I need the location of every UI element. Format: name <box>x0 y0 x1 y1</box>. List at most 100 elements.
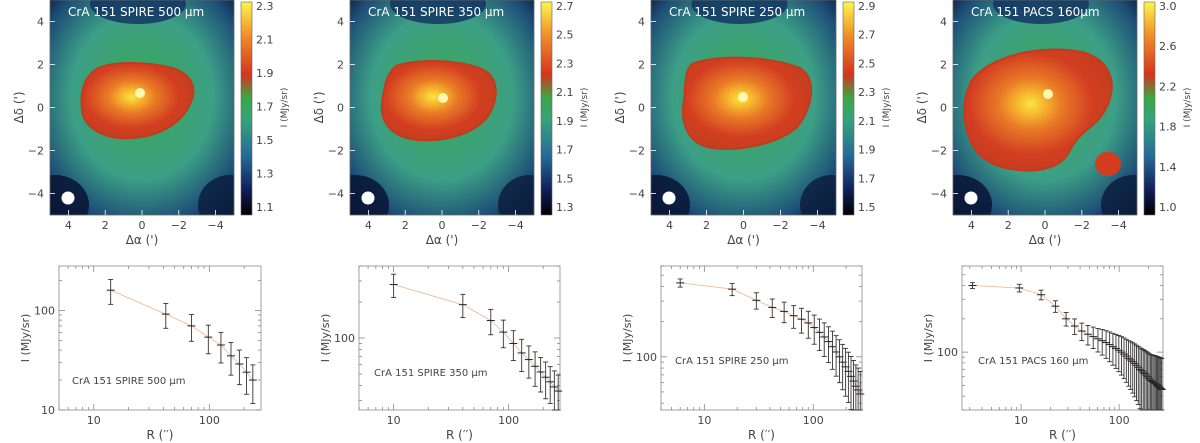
colorbar <box>240 1 253 216</box>
data-point <box>1124 340 1133 387</box>
y-tick-label: −2 <box>28 145 44 158</box>
map-dark-region <box>390 0 486 24</box>
map-dark-region <box>90 0 186 24</box>
y-tick-label: −2 <box>328 145 344 158</box>
data-point <box>242 357 251 395</box>
y-tick-label: 0 <box>337 102 344 115</box>
data-point <box>524 345 533 379</box>
data-point <box>1093 327 1102 353</box>
secondary-emission-knot <box>1095 152 1121 176</box>
data-point <box>226 342 235 376</box>
y-tick-label: 0 <box>37 102 44 115</box>
map-title: CrA 151 SPIRE 350 μm <box>368 5 504 19</box>
data-point <box>531 351 540 387</box>
colorbar-tick-label: 2.2 <box>1159 80 1177 93</box>
y-tick-label: 2 <box>37 59 44 72</box>
colorbar-tick-label: 1.5 <box>556 172 574 185</box>
y-axis-label: I (MJy/sr) <box>19 314 32 363</box>
radial-profile-2: 10 100 100 R (′′) I (MJy/sr) CrA 151 SPIRE 35… <box>319 265 563 442</box>
colorbar-tick-label: 1.9 <box>556 115 574 128</box>
colorbar-tick-label: 2.7 <box>858 29 876 42</box>
x-tick-label: 10 <box>87 414 101 427</box>
y-axis-label: Δδ (') <box>12 91 26 123</box>
y-tick-label: −2 <box>629 145 645 158</box>
colorbar <box>540 1 553 216</box>
plot-title: CrA 151 PACS 160 μm <box>978 356 1088 367</box>
colorbar-tick-label: 1.5 <box>256 134 274 147</box>
data-point <box>536 357 545 393</box>
y-tick-label: −4 <box>28 188 44 201</box>
y-tick-label: 4 <box>940 16 947 29</box>
beam-size-marker <box>964 191 978 205</box>
x-tick-label: 2 <box>703 219 710 232</box>
y-tick-label: 2 <box>337 59 344 72</box>
data-point <box>509 330 518 361</box>
colorbar-label: I (MJy/sr) <box>1183 88 1193 128</box>
x-tick-label: 10 <box>697 414 711 427</box>
y-tick-label: 2 <box>940 59 947 72</box>
colorbar-tick-label: 2.1 <box>556 86 574 99</box>
colorbar-label: I (MJy/sr) <box>882 88 892 128</box>
y-tick-label: −4 <box>328 188 344 201</box>
data-point <box>216 331 225 364</box>
x-tick-label: 2 <box>102 219 109 232</box>
x-tick-label: −4 <box>1110 219 1126 232</box>
plot-title: CrA 151 SPIRE 500 μm <box>72 376 186 387</box>
data-point <box>1117 336 1126 376</box>
colorbar-tick-label: 1.7 <box>256 101 274 114</box>
colorbar-tick-label: 2.1 <box>858 115 876 128</box>
emission-peak <box>135 88 145 98</box>
data-point <box>1089 326 1098 350</box>
x-tick-label: 100 <box>1109 414 1130 427</box>
x-tick-label: 2 <box>402 219 409 232</box>
x-axis-label: R (′′) <box>446 428 473 442</box>
data-point <box>828 330 837 370</box>
data-point <box>1157 358 1166 411</box>
x-axis-label: R (′′) <box>147 428 174 442</box>
data-point <box>824 326 833 364</box>
map-dark-region <box>1101 175 1137 215</box>
map-dark-region <box>691 0 788 24</box>
data-point <box>820 322 829 357</box>
map-dark-region <box>953 175 992 215</box>
data-point <box>486 308 495 336</box>
plot-frame <box>58 265 262 411</box>
intensity-map-3: CrA 151 SPIRE 250 μm 4 4 2 2 0 0 −2 −2 −4 −4 Δα (')… <box>613 0 892 247</box>
colorbar-tick-label: 2.6 <box>1159 40 1177 53</box>
colorbar-tick-label: 1.3 <box>556 201 574 214</box>
emission-peak <box>438 93 448 103</box>
data-point <box>161 302 170 329</box>
map-dark-region <box>800 175 836 215</box>
y-tick-label: 100 <box>334 332 355 345</box>
map-dark-region <box>350 175 389 215</box>
data-point <box>1051 300 1060 313</box>
emission-region <box>682 56 813 150</box>
data-point <box>546 366 555 404</box>
data-point <box>389 273 398 298</box>
x-tick-label: 0 <box>740 219 747 232</box>
data-point <box>1126 341 1135 391</box>
y-axis-label: I (MJy/sr) <box>621 314 634 363</box>
data-point <box>780 301 789 324</box>
data-point <box>768 298 777 318</box>
data-point <box>1128 342 1137 394</box>
x-tick-label: 0 <box>439 219 446 232</box>
x-tick-label: 10 <box>1014 414 1028 427</box>
data-point <box>1134 346 1143 406</box>
colorbar-tick-label: 2.3 <box>556 57 574 70</box>
beam-size-marker <box>662 191 676 205</box>
x-tick-label: 0 <box>139 219 146 232</box>
data-point <box>187 314 196 342</box>
colorbar <box>1143 1 1156 216</box>
colorbar-tick-label: 1.9 <box>256 67 274 80</box>
y-tick-label: −2 <box>931 145 947 158</box>
x-axis-label: R (′′) <box>1049 428 1076 442</box>
x-tick-label: 4 <box>65 219 72 232</box>
colorbar-label: I (MJy/sr) <box>280 88 290 128</box>
y-tick-label: −4 <box>629 188 645 201</box>
plot-frame <box>358 265 561 411</box>
x-axis-label: Δα (') <box>426 233 459 247</box>
x-tick-label: 4 <box>968 219 975 232</box>
colorbar-tick-label: 1.9 <box>858 144 876 157</box>
colorbar-tick-label: 1.7 <box>556 144 574 157</box>
